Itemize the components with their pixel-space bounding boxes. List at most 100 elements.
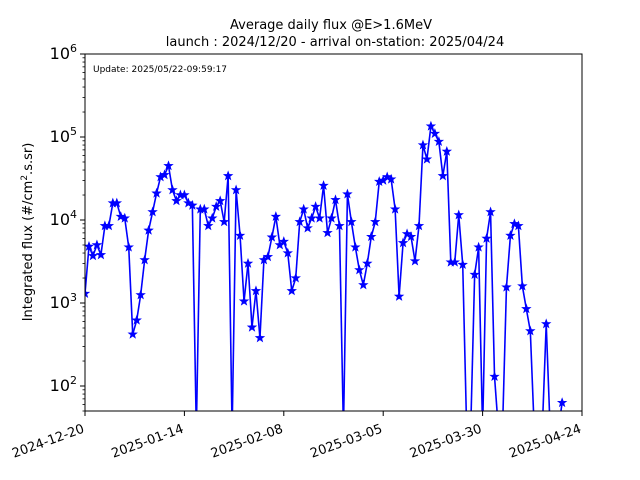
series-line-segment (123, 218, 130, 248)
data-point-marker (278, 236, 290, 246)
data-point-marker (481, 232, 492, 243)
series-line-segment (139, 259, 146, 296)
y-tick-label-exponent: 6 (70, 42, 77, 55)
data-point-marker (266, 231, 278, 242)
series-line-segment (294, 221, 301, 279)
data-point-marker (449, 256, 460, 267)
data-point-marker (171, 195, 182, 206)
series-layer (85, 120, 568, 411)
series-line-segment (477, 247, 483, 411)
data-point-marker (246, 321, 258, 332)
data-point-marker (358, 279, 369, 290)
data-point-marker (85, 288, 91, 298)
series-line-segment (470, 274, 476, 411)
data-point-marker (405, 231, 417, 242)
series-line-segment (255, 290, 261, 338)
series-line-segment (100, 225, 106, 255)
data-point-marker (318, 180, 329, 190)
y-axis-label-suffix: .s.sr) (21, 143, 36, 175)
series-line-segment (243, 263, 249, 302)
data-point-marker (234, 230, 246, 240)
y-tick-label: 106 (50, 42, 77, 63)
series-line-segment (366, 236, 373, 264)
data-point-marker (250, 285, 262, 296)
data-point-marker (139, 254, 150, 265)
data-point-marker (242, 257, 254, 268)
data-point-marker (95, 249, 107, 260)
data-point-marker (385, 173, 397, 184)
data-point-marker (187, 199, 198, 210)
data-point-marker (437, 170, 449, 181)
data-point-marker (473, 241, 484, 252)
data-point-marker (222, 170, 234, 181)
data-point-marker (541, 318, 552, 329)
data-point-marker (350, 241, 361, 252)
data-point-marker (290, 272, 301, 283)
series-line-segment (418, 145, 424, 226)
series-line-segment (259, 259, 265, 338)
series-line-segment (525, 308, 532, 332)
data-point-marker (167, 184, 178, 195)
series-line-segment (414, 225, 420, 262)
series-line-segment (493, 376, 498, 411)
data-point-marker (282, 247, 293, 258)
series-line-segment (489, 211, 496, 377)
y-tick-label-base: 10 (50, 44, 70, 63)
chart-title-line2: launch : 2024/12/20 - arrival on-station… (166, 35, 504, 50)
series-line-segment (127, 247, 134, 335)
series-line-segment (350, 221, 357, 248)
data-point-marker (286, 285, 297, 296)
series-line-segment (346, 194, 353, 222)
y-tick-label-exponent: 2 (70, 374, 77, 387)
series-line-segment (453, 214, 460, 263)
data-point-marker (179, 189, 190, 200)
y-tick-label-base: 10 (50, 210, 70, 229)
data-point-marker (425, 120, 437, 131)
data-point-marker (147, 206, 158, 217)
data-point-marker (453, 209, 464, 220)
data-point-marker (334, 220, 345, 231)
series-line-segment (167, 165, 174, 191)
data-point-marker (505, 230, 516, 240)
series-line-segment (191, 205, 197, 411)
series-line-segment (108, 202, 114, 227)
data-point-marker (521, 303, 532, 314)
data-point-marker (210, 201, 222, 212)
data-point-marker (366, 231, 377, 242)
series-line-segment (542, 323, 548, 411)
data-point-marker (310, 201, 321, 212)
series-line-segment (135, 294, 142, 321)
data-point-marker (254, 332, 266, 343)
data-point-marker (489, 371, 500, 381)
data-point-marker (262, 251, 274, 262)
data-point-marker (517, 280, 528, 291)
series-line-segment (231, 189, 237, 411)
series-line-segment (235, 189, 241, 236)
y-tick-label-base: 10 (50, 127, 70, 146)
y-tick-label-exponent: 3 (70, 291, 77, 304)
series-line-segment (442, 151, 448, 177)
chart-title-line1: Average daily flux @E>1.6MeV (230, 18, 432, 33)
y-tick-label-base: 10 (50, 293, 70, 312)
series-line-segment (410, 236, 416, 262)
data-point-marker (362, 257, 373, 268)
y-tick-label-exponent: 5 (70, 125, 77, 138)
series-line-segment (322, 185, 329, 233)
data-point-marker (238, 295, 250, 306)
data-point-marker (230, 184, 242, 195)
data-point-marker (342, 188, 353, 199)
data-point-marker (457, 259, 468, 270)
series-line-segment (239, 235, 245, 302)
data-point-marker (218, 216, 230, 227)
data-point-marker (370, 216, 381, 227)
data-point-marker (199, 203, 210, 214)
data-point-marker (389, 203, 401, 214)
series-line-segment (446, 151, 452, 263)
series-line-segment (390, 179, 396, 210)
data-point-marker (469, 269, 480, 280)
data-point-marker (326, 212, 337, 223)
series-line-segment (529, 330, 535, 411)
data-point-marker (183, 197, 194, 208)
series-line-segment (505, 235, 512, 288)
